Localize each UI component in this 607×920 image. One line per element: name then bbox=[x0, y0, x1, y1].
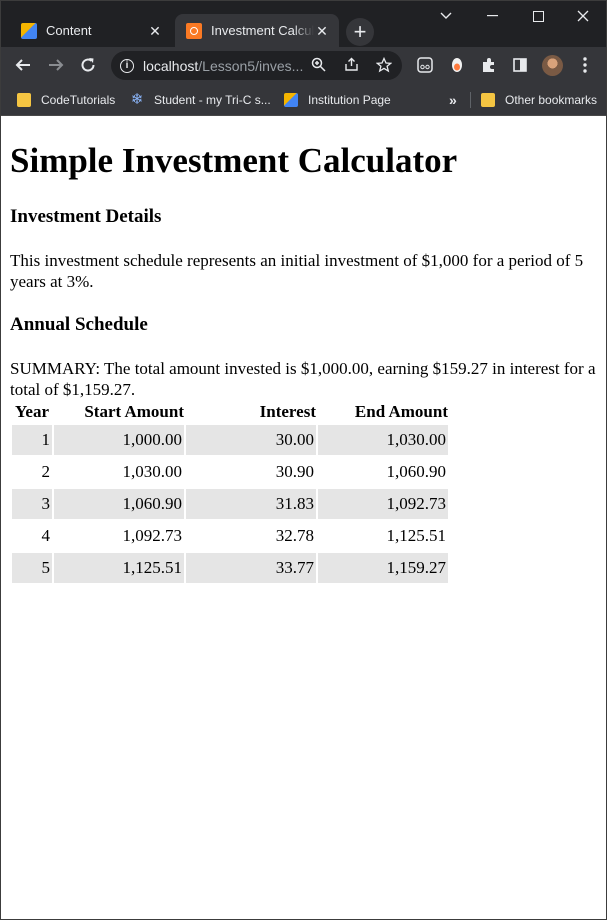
profile-avatar[interactable] bbox=[542, 55, 563, 76]
url-host: localhost bbox=[143, 57, 199, 74]
reload-icon[interactable] bbox=[74, 51, 102, 79]
close-window-icon[interactable] bbox=[560, 1, 606, 31]
side-panel-icon[interactable] bbox=[506, 51, 534, 79]
year-cell: 4 bbox=[41, 526, 51, 545]
end-amount-cell: 1,060.90 bbox=[386, 462, 447, 481]
interest-cell: 30.90 bbox=[275, 462, 314, 481]
bookmarks-separator bbox=[470, 92, 471, 108]
close-tab-icon[interactable]: ✕ bbox=[316, 22, 328, 39]
tab-content[interactable]: Content ✕ bbox=[10, 14, 172, 47]
column-header-end-amount: End Amount bbox=[354, 402, 448, 421]
forward-icon[interactable] bbox=[42, 51, 70, 79]
zoom-icon[interactable] bbox=[311, 57, 326, 76]
back-icon[interactable] bbox=[9, 51, 37, 79]
end-amount-cell: 1,159.27 bbox=[318, 553, 448, 583]
tab-title: Investment Calcula bbox=[211, 23, 314, 38]
xampp-icon bbox=[186, 22, 202, 39]
folder-icon bbox=[481, 93, 495, 107]
start-amount-cell: 1,030.00 bbox=[122, 462, 183, 481]
menu-kebab-icon[interactable] bbox=[571, 51, 599, 79]
minimize-icon[interactable] bbox=[469, 1, 515, 31]
bookmark-institution-page[interactable]: Institution Page bbox=[284, 90, 391, 110]
column-header-year: Year bbox=[15, 402, 49, 421]
bookmarks-bar: CodeTutorials ❄ Student - my Tri-C s... … bbox=[1, 84, 606, 116]
bookmark-label: CodeTutorials bbox=[41, 93, 116, 107]
page-content: Simple Investment Calculator Investment … bbox=[1, 116, 606, 919]
tab-strip: Content ✕ Investment Calcula ✕ + bbox=[1, 1, 606, 47]
tab-search-icon[interactable] bbox=[423, 1, 469, 31]
table-row: 4 1,092.73 32.78 1,125.51 bbox=[12, 521, 448, 551]
url-path: /Lesson5/inves... bbox=[198, 57, 304, 74]
other-bookmarks[interactable]: Other bookmarks bbox=[481, 90, 597, 110]
maximize-icon[interactable] bbox=[515, 1, 561, 31]
extension-icon[interactable] bbox=[443, 51, 471, 79]
year-cell: 5 bbox=[12, 553, 52, 583]
investment-details-text: This investment schedule represents an i… bbox=[10, 251, 584, 291]
interest-cell: 32.78 bbox=[275, 526, 314, 545]
start-amount-cell: 1,092.73 bbox=[122, 526, 183, 545]
folder-icon bbox=[17, 93, 31, 107]
schedule-table: Year Start Amount Interest End Amount 1 … bbox=[10, 400, 450, 585]
site-info-icon[interactable]: i bbox=[120, 58, 134, 73]
extensions-puzzle-icon[interactable] bbox=[475, 51, 503, 79]
pencil-icon bbox=[21, 22, 37, 39]
address-bar[interactable]: i localhost/Lesson5/inves... bbox=[111, 51, 402, 80]
bookmark-label: Student - my Tri-C s... bbox=[154, 93, 271, 107]
tab-title: Content bbox=[46, 23, 92, 38]
bookmarks-overflow-button[interactable]: » bbox=[449, 92, 457, 108]
table-row: 3 1,060.90 31.83 1,092.73 bbox=[12, 489, 448, 519]
bookmark-student[interactable]: ❄ Student - my Tri-C s... bbox=[130, 90, 271, 110]
bookmark-label: Other bookmarks bbox=[505, 93, 598, 107]
start-amount-cell: 1,000.00 bbox=[54, 425, 184, 455]
share-icon[interactable] bbox=[344, 57, 359, 76]
browser-toolbar: i localhost/Lesson5/inves... bbox=[1, 47, 606, 84]
investment-details-heading: Investment Details bbox=[10, 206, 162, 227]
extension-icon[interactable] bbox=[411, 51, 439, 79]
close-tab-icon[interactable]: ✕ bbox=[149, 22, 161, 39]
bookmark-star-icon[interactable] bbox=[375, 56, 393, 77]
column-header-start-amount: Start Amount bbox=[84, 402, 184, 421]
bookmark-label: Institution Page bbox=[308, 93, 391, 107]
snowflake-icon: ❄ bbox=[130, 91, 144, 108]
tab-investment-calculator[interactable]: Investment Calcula ✕ bbox=[175, 14, 339, 47]
start-amount-cell: 1,125.51 bbox=[54, 553, 184, 583]
annual-schedule-heading: Annual Schedule bbox=[10, 314, 148, 335]
pencil-icon bbox=[284, 93, 298, 107]
start-amount-cell: 1,060.90 bbox=[54, 489, 184, 519]
interest-cell: 30.00 bbox=[186, 425, 316, 455]
table-row: 5 1,125.51 33.77 1,159.27 bbox=[12, 553, 448, 583]
column-header-interest: Interest bbox=[259, 402, 316, 421]
page-title: Simple Investment Calculator bbox=[10, 141, 458, 180]
table-row: 2 1,030.00 30.90 1,060.90 bbox=[12, 457, 448, 487]
new-tab-button[interactable]: + bbox=[346, 18, 374, 46]
interest-cell: 31.83 bbox=[186, 489, 316, 519]
year-cell: 3 bbox=[12, 489, 52, 519]
table-row: 1 1,000.00 30.00 1,030.00 bbox=[12, 425, 448, 455]
year-cell: 1 bbox=[12, 425, 52, 455]
summary-text: SUMMARY: The total amount invested is $1… bbox=[10, 359, 596, 399]
interest-cell: 33.77 bbox=[186, 553, 316, 583]
end-amount-cell: 1,030.00 bbox=[318, 425, 448, 455]
end-amount-cell: 1,092.73 bbox=[318, 489, 448, 519]
year-cell: 2 bbox=[41, 462, 51, 481]
table-header-row: Year Start Amount Interest End Amount bbox=[12, 402, 448, 423]
end-amount-cell: 1,125.51 bbox=[386, 526, 447, 545]
bookmark-codetutorials[interactable]: CodeTutorials bbox=[17, 90, 115, 110]
